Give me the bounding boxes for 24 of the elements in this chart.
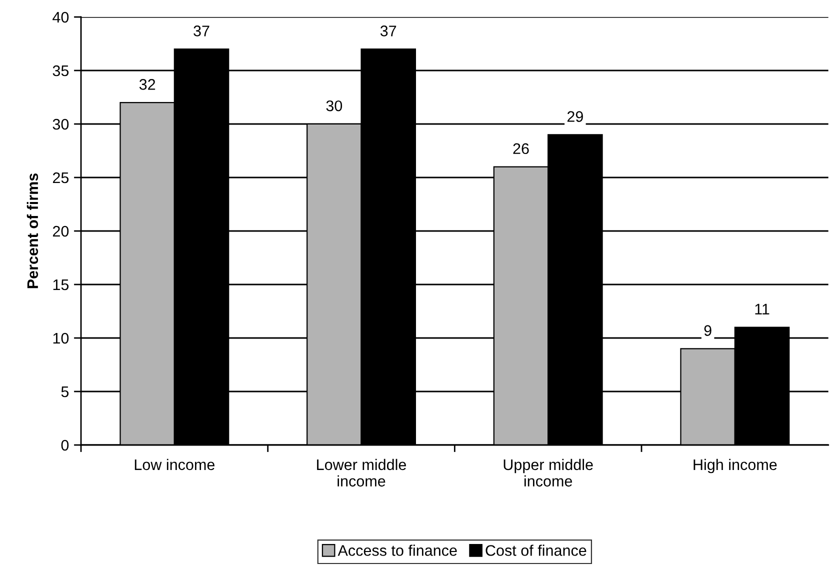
data-label: 30 xyxy=(326,100,342,112)
x-tick-label: Upper middle income xyxy=(504,458,593,487)
x-tick-label: Lower middle income xyxy=(317,458,406,487)
y-tick-label: 0 xyxy=(61,440,69,451)
y-tick-label: 10 xyxy=(53,332,69,344)
y-tick-label: 40 xyxy=(52,12,69,23)
data-label: 32 xyxy=(139,79,156,90)
y-tick-label: 30 xyxy=(52,118,69,130)
y-tick-label: 35 xyxy=(52,65,69,76)
legend-label: Access to finance xyxy=(338,544,457,556)
data-label: 37 xyxy=(194,26,210,36)
legend-label: Cost of finance xyxy=(486,544,586,556)
data-label: 11 xyxy=(755,304,770,314)
data-label: 26 xyxy=(513,143,529,154)
x-tick-label: High income xyxy=(694,458,777,474)
y-tick-label: 15 xyxy=(53,280,69,290)
y-tick-label: 20 xyxy=(52,226,69,237)
x-tick-label: Low income xyxy=(134,458,214,470)
y-axis-title: Percent of firms xyxy=(26,173,38,288)
data-label: 29 xyxy=(567,111,583,122)
y-tick-label: 5 xyxy=(61,386,69,398)
data-label: 37 xyxy=(380,26,396,36)
y-tick-label: 25 xyxy=(52,172,69,184)
data-label: 9 xyxy=(704,325,712,336)
